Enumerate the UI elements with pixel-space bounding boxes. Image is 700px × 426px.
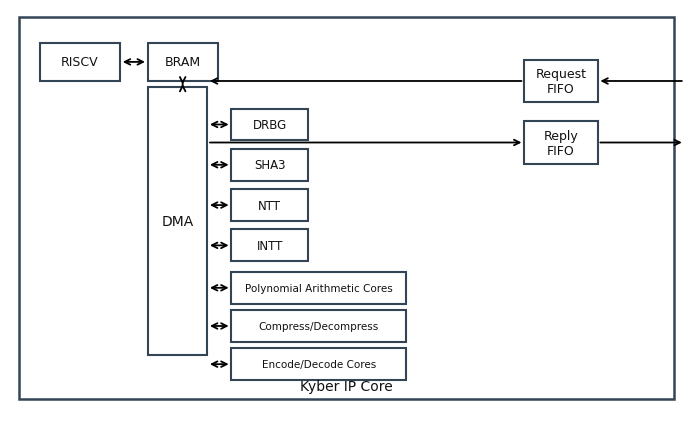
FancyBboxPatch shape: [19, 18, 674, 399]
Text: RISCV: RISCV: [61, 56, 99, 69]
Text: Compress/Decompress: Compress/Decompress: [258, 321, 379, 331]
Text: SHA3: SHA3: [254, 159, 286, 172]
FancyBboxPatch shape: [524, 122, 598, 164]
FancyBboxPatch shape: [232, 150, 308, 181]
Text: Request
FIFO: Request FIFO: [536, 68, 587, 96]
Text: NTT: NTT: [258, 199, 281, 212]
FancyBboxPatch shape: [524, 60, 598, 103]
Text: Kyber IP Core: Kyber IP Core: [300, 379, 393, 393]
Text: Encode/Decode Cores: Encode/Decode Cores: [262, 359, 376, 369]
FancyBboxPatch shape: [232, 109, 308, 141]
FancyBboxPatch shape: [40, 44, 120, 82]
FancyBboxPatch shape: [232, 190, 308, 222]
FancyBboxPatch shape: [232, 311, 406, 342]
FancyBboxPatch shape: [148, 44, 218, 82]
Text: BRAM: BRAM: [164, 56, 201, 69]
Text: DMA: DMA: [161, 214, 194, 228]
FancyBboxPatch shape: [232, 272, 406, 304]
FancyBboxPatch shape: [232, 348, 406, 380]
FancyBboxPatch shape: [148, 88, 207, 355]
Text: Reply
FIFO: Reply FIFO: [543, 129, 578, 157]
FancyBboxPatch shape: [232, 230, 308, 262]
Text: DRBG: DRBG: [253, 119, 287, 132]
Text: Polynomial Arithmetic Cores: Polynomial Arithmetic Cores: [245, 283, 393, 293]
Text: INTT: INTT: [257, 239, 283, 252]
